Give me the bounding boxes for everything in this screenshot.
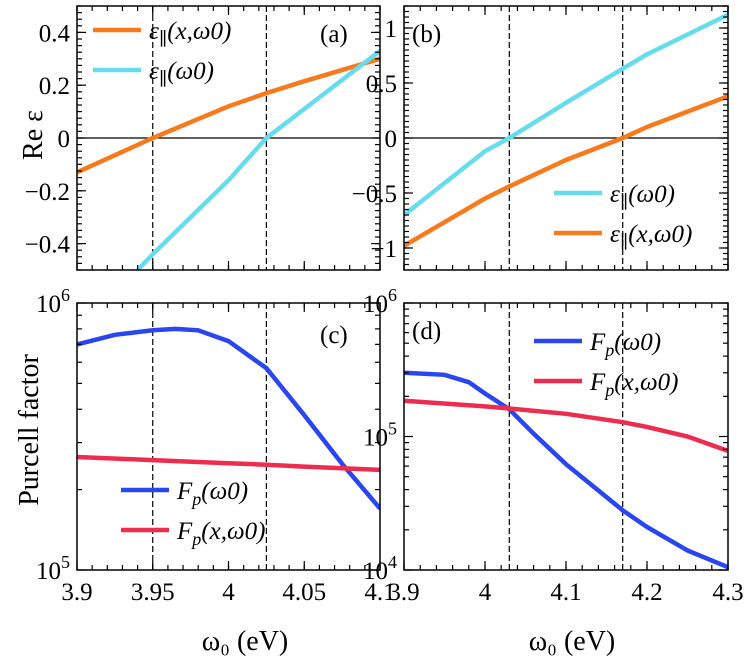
x-tick-label: 4.3 <box>712 579 743 606</box>
legend: ε∥(ω0) ε∥(x,ω0) <box>554 181 692 252</box>
y-tick-label: 0 <box>58 126 71 153</box>
legend-label-1: Fp(ω0) <box>176 478 248 509</box>
y-tick-label: −0.5 <box>352 181 397 208</box>
y-tick-label: 0.5 <box>366 71 397 98</box>
y-tick-label: 0 <box>385 126 398 153</box>
y-tick-label: −0.2 <box>25 179 70 206</box>
series-line-1 <box>77 326 380 510</box>
plot-frame <box>76 5 381 271</box>
legend-label-1: ε∥(x,ω0) <box>149 18 231 49</box>
panel-a: −0.4 −0.2 0 0.2 0.4 (a) ε∥(x,ω0) ε∥(ω0) <box>25 5 381 271</box>
curves <box>404 370 728 570</box>
legend-label-2: Fp(x,ω0) <box>589 369 678 400</box>
y-tick-label: 0.4 <box>39 20 71 47</box>
y-tick-label: −1 <box>370 236 397 263</box>
y-tick-label: 104 <box>363 552 397 585</box>
legend: Fp(ω0) Fp(x,ω0) <box>121 478 265 549</box>
y-tick-label: 105 <box>363 419 397 452</box>
series-line-1 <box>77 56 380 175</box>
x-tick-label: 4.1 <box>364 579 395 606</box>
series-line-2 <box>404 398 728 454</box>
series-line-1 <box>404 370 728 570</box>
y-tick-label: 0.2 <box>39 73 70 100</box>
series-line-2 <box>404 94 728 248</box>
x-tick-label: 4 <box>222 579 235 606</box>
legend-label-1: ε∥(ω0) <box>610 181 675 212</box>
panel-label: (b) <box>412 21 441 48</box>
panel-label: (d) <box>412 318 441 345</box>
y-axis-title-bottom: Purcell factor <box>14 354 45 506</box>
legend-label-2: ε∥(x,ω0) <box>610 221 692 252</box>
plot-frame <box>403 302 729 571</box>
y-tick-label: 106 <box>363 285 397 318</box>
panel-d: 3.9 4 4.1 4.2 4.3 104 105 106 (d) Fp(ω0) Fp(x,ω0) <box>363 285 744 606</box>
panel-label: (a) <box>320 21 348 48</box>
legend-label-1: Fp(ω0) <box>589 329 661 360</box>
legend-label-2: ε∥(ω0) <box>149 58 214 89</box>
plot-frame <box>403 5 729 271</box>
y-tick-label: 105 <box>36 552 70 585</box>
curves <box>77 326 380 510</box>
curves <box>404 12 728 248</box>
x-axis-title-right: ω₀ (eV) <box>529 626 616 657</box>
curves <box>77 49 380 270</box>
x-tick-label: 3.95 <box>131 579 175 606</box>
y-axis-title-top: Re ε <box>18 110 49 160</box>
x-tick-label: 4.1 <box>550 579 581 606</box>
panel-b: −1 −0.5 0 0.5 1 (b) ε∥(ω0) ε∥(x,ω0) <box>352 5 729 271</box>
series-line-2 <box>135 49 380 270</box>
x-tick-label: 4.2 <box>631 579 662 606</box>
x-axis-title-left: ω₀ (eV) <box>202 626 289 657</box>
series-line-1 <box>404 12 728 217</box>
y-tick-label: −0.4 <box>25 232 71 259</box>
legend: ε∥(x,ω0) ε∥(ω0) <box>93 18 231 89</box>
legend-label-2: Fp(x,ω0) <box>176 518 265 549</box>
panel-label: (c) <box>320 322 348 349</box>
x-tick-label: 3.9 <box>388 579 419 606</box>
plot-frame <box>76 302 381 571</box>
x-tick-label: 4.05 <box>282 579 326 606</box>
x-tick-label: 3.9 <box>61 579 92 606</box>
y-tick-label: 106 <box>36 285 70 318</box>
x-tick-label: 4 <box>479 579 492 606</box>
legend: Fp(ω0) Fp(x,ω0) <box>534 329 678 400</box>
series-line-2 <box>77 454 380 473</box>
y-tick-label: 1 <box>385 16 398 43</box>
panel-c: 3.9 3.95 4 4.05 4.1 105 106 (c) Fp(ω0) Fp(x,ω0) <box>36 285 396 606</box>
